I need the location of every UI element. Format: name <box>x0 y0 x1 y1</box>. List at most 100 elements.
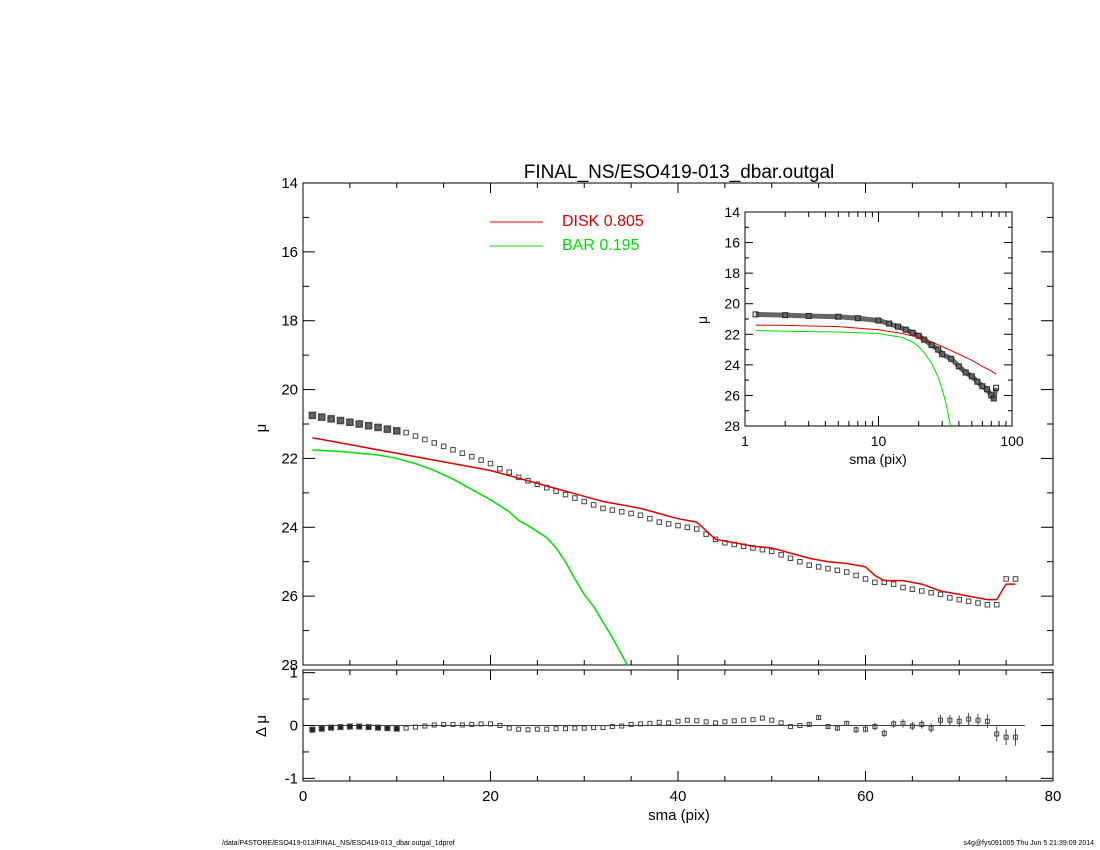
main-data-point <box>562 491 569 498</box>
main-data-point <box>787 555 794 562</box>
inset-data-point <box>939 351 946 358</box>
inset-data-point <box>948 355 955 362</box>
main-data-point <box>759 546 766 553</box>
residual-data-point <box>741 717 747 723</box>
inset-y-tick-label: 20 <box>724 296 740 312</box>
residual-data-point <box>863 726 868 732</box>
main-data-point <box>422 436 428 443</box>
main-data-point <box>806 562 812 568</box>
residual-data-point <box>759 715 765 721</box>
x-tick-label: 80 <box>1045 788 1062 805</box>
inset-data-point <box>935 346 942 353</box>
inset-data-point <box>752 311 759 318</box>
residual-data-point <box>488 721 493 727</box>
main-data-point <box>478 457 484 463</box>
residual-data-point <box>553 726 559 732</box>
main-y-tick-label: 26 <box>281 588 298 605</box>
main-data-point <box>844 569 850 575</box>
main-data-point <box>412 433 419 439</box>
inset-disk-line <box>755 324 997 375</box>
main-data-point <box>346 418 354 427</box>
residual-y-axis-label: Δ μ <box>253 715 270 737</box>
residual-data-point <box>450 721 456 727</box>
residual-data-point <box>853 727 859 733</box>
residual-data-point <box>750 717 756 723</box>
main-data-point <box>506 469 512 475</box>
residual-data-point <box>600 725 606 731</box>
x-tick-labels: 0 20 40 60 80 <box>299 788 1062 805</box>
main-data-point <box>862 576 869 582</box>
residual-data-point <box>891 721 897 727</box>
legend: DISK 0.805 BAR 0.195 <box>490 213 644 254</box>
main-y-tick-label: 24 <box>281 519 298 536</box>
inset-y-tick-label: 26 <box>724 387 740 403</box>
main-data-point <box>890 581 897 587</box>
main-data-point <box>834 567 841 574</box>
main-data-point <box>459 450 466 457</box>
main-data-point <box>815 564 822 570</box>
residual-data-point <box>581 725 587 731</box>
residual-data-point <box>816 715 822 721</box>
inset-bar-line <box>755 329 952 426</box>
residual-data-point <box>318 725 325 732</box>
main-data-point <box>628 510 634 517</box>
main-data-point <box>909 586 916 593</box>
residual-data-point <box>947 717 953 723</box>
residual-data-point <box>337 724 344 731</box>
main-data-point <box>769 548 775 555</box>
residual-data-point <box>975 717 981 723</box>
main-y-tick-labels: 14 16 18 20 22 24 26 28 <box>281 175 298 674</box>
residual-data-point <box>666 720 672 726</box>
residual-data-point <box>881 730 887 736</box>
main-data-point <box>609 507 616 513</box>
inset-y-tick-label: 28 <box>724 418 740 434</box>
residual-axis-ticks <box>302 670 1054 781</box>
residual-data-point <box>994 731 1000 737</box>
residual-data-point <box>966 716 972 722</box>
footer-timestamp: s4g@fys091005 Thu Jun 5 21:39:09 2014 <box>963 840 1094 847</box>
main-data-point <box>431 440 437 446</box>
x-tick-label: 0 <box>299 788 307 805</box>
residual-data-point <box>656 719 662 725</box>
main-data-point <box>637 512 644 518</box>
main-data-point <box>336 416 345 425</box>
residual-data-point <box>938 717 943 723</box>
main-data-point <box>947 595 953 601</box>
main-data-point <box>572 495 578 501</box>
residual-data-point <box>506 725 512 731</box>
residual-data-point <box>844 720 850 726</box>
main-data-point <box>675 522 681 529</box>
main-data-point <box>383 425 392 433</box>
residual-data-point <box>1003 734 1009 740</box>
inset-data-point <box>854 315 861 322</box>
residual-data-point <box>684 717 690 723</box>
residual-y-tick-labels: 1 0 -1 <box>285 665 298 788</box>
main-data-point <box>665 521 672 527</box>
residual-data-point <box>591 725 597 731</box>
inset-data-point <box>782 312 789 319</box>
inset-y-tick-labels: 14 16 18 20 22 24 26 28 <box>724 204 740 434</box>
inset-data-point <box>928 341 935 348</box>
residual-data-point <box>431 722 437 728</box>
main-data-point <box>364 421 373 430</box>
residual-y-tick-label: -1 <box>285 770 298 787</box>
main-data-point <box>853 572 859 579</box>
main-data-point <box>994 602 1000 608</box>
residual-data-point <box>619 723 625 729</box>
x-tick-label: 60 <box>857 788 874 805</box>
residual-data-point <box>544 726 550 732</box>
inset-data-point <box>902 326 909 333</box>
inset-data-point <box>984 386 991 393</box>
main-y-tick-label: 18 <box>281 313 298 330</box>
inset-y-tick-label: 14 <box>724 204 740 220</box>
inset-model-lines <box>755 324 997 426</box>
residual-data-point <box>638 721 643 727</box>
residual-data-point <box>703 719 709 725</box>
residual-data-point <box>469 721 475 727</box>
residual-data-point <box>788 724 793 730</box>
main-data-point <box>797 558 803 565</box>
main-data-point <box>965 598 972 605</box>
main-data-point <box>318 413 326 421</box>
main-data-point <box>308 411 317 420</box>
inset-data-point <box>921 336 928 343</box>
